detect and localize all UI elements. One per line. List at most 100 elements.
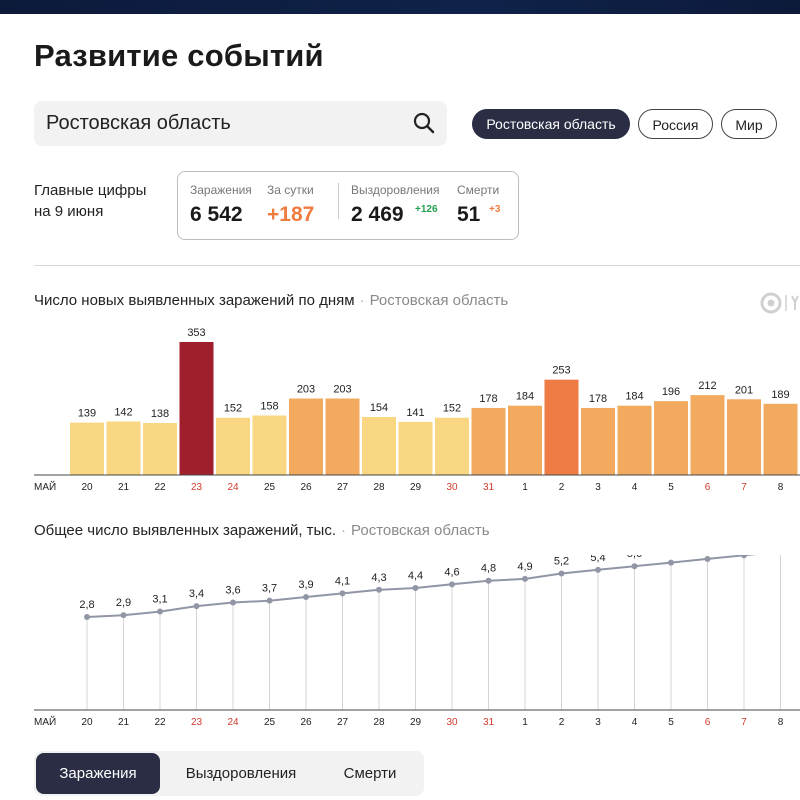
main-figures-label: Главные цифры на 9 июня xyxy=(34,180,146,222)
section-divider xyxy=(34,265,800,266)
metric-tabs: Заражения Выздоровления Смерти xyxy=(34,751,424,796)
bar-value-label: 158 xyxy=(260,400,278,412)
tick-label: 29 xyxy=(410,482,422,493)
point-value-label: 2,8 xyxy=(79,599,94,611)
point-21 xyxy=(120,612,127,619)
search-icon[interactable] xyxy=(413,112,435,134)
main-figures-title: Главные цифры xyxy=(34,182,147,199)
tick-label: 25 xyxy=(264,482,276,493)
bar-22 xyxy=(143,423,177,475)
point-value-label: 4,4 xyxy=(408,570,423,582)
tick-label: 3 xyxy=(595,717,601,728)
bar-value-label: 253 xyxy=(552,365,570,377)
point-value-label: 4,8 xyxy=(481,563,496,575)
total-chart-title-text: Общее число выявленных заражений, тыс. xyxy=(34,522,336,539)
point-value-label: 3,7 xyxy=(262,583,277,595)
tick-label: 2 xyxy=(559,482,565,493)
point-30 xyxy=(449,581,455,588)
tick-label: 4 xyxy=(632,482,638,493)
bar-value-label: 142 xyxy=(114,406,132,418)
yandex-logo-icon xyxy=(760,292,799,314)
point-value-label: 3,1 xyxy=(152,594,167,606)
point-28 xyxy=(376,586,382,593)
tick-label: 1 xyxy=(522,482,528,493)
infections-value: 6 542 xyxy=(190,203,243,226)
total-infections-chart: 2,8 2,9 3,1 3,4 3,6 3,7 3,9 4,1 4,3 4,4 4,6 4,8 4,9 5… xyxy=(34,555,800,728)
bar-value-label: 152 xyxy=(443,403,461,415)
bar-20 xyxy=(70,422,104,475)
point-value-label: 3,4 xyxy=(189,588,204,600)
infections-caption: Заражения xyxy=(190,183,252,197)
daily-chart-region: Ростовская область xyxy=(369,292,509,309)
top-banner xyxy=(0,0,800,14)
point-25 xyxy=(266,597,273,604)
point-value-label: 5,4 xyxy=(590,555,605,564)
bar-23 xyxy=(179,342,214,475)
point-3 xyxy=(595,566,601,573)
tick-label: 31 xyxy=(483,717,495,728)
tick-label: 28 xyxy=(373,717,385,728)
tick-label: 22 xyxy=(154,482,166,493)
bar-value-label: 203 xyxy=(333,384,351,396)
daily-value: +187 xyxy=(267,203,315,226)
recoveries-value: 2 469 xyxy=(351,203,404,226)
bar-4 xyxy=(617,405,652,475)
deaths-value: 51 xyxy=(457,203,481,226)
stats-divider xyxy=(338,183,339,219)
tick-label: 27 xyxy=(337,482,349,493)
bar-28 xyxy=(362,416,396,475)
tab-infections[interactable]: Заражения xyxy=(36,753,160,794)
tick-label: 1 xyxy=(522,717,528,728)
point-6 xyxy=(704,555,711,562)
tick-label: 23 xyxy=(191,717,203,728)
bar-6 xyxy=(690,395,725,475)
chip-russia[interactable]: Россия xyxy=(638,109,713,139)
recoveries-delta: +126 xyxy=(415,204,438,215)
main-figures-card: Заражения 6 542 За сутки +187 Выздоровле… xyxy=(177,171,519,240)
bar-8 xyxy=(763,403,798,475)
tab-deaths[interactable]: Смерти xyxy=(343,765,397,782)
tab-recoveries[interactable]: Выздоровления xyxy=(185,765,297,782)
bar-31 xyxy=(471,407,506,475)
bar-value-label: 184 xyxy=(625,391,643,403)
point-23 xyxy=(193,603,200,610)
tick-label: 2 xyxy=(559,717,565,728)
tick-label: 23 xyxy=(191,482,203,493)
bar-value-label: 203 xyxy=(297,384,315,396)
tick-label: 21 xyxy=(118,717,130,728)
bar-25 xyxy=(252,415,287,475)
total-series-line xyxy=(86,555,758,618)
bar-value-label: 212 xyxy=(698,380,716,392)
daily-chart-title: Число новых выявленных заражений по дням… xyxy=(34,292,509,309)
point-7 xyxy=(741,555,747,559)
point-value-label: 2,9 xyxy=(116,597,131,609)
bar-29 xyxy=(398,421,433,475)
bar-value-label: 138 xyxy=(151,408,169,420)
chip-rostov-region[interactable]: Ростовская область xyxy=(472,109,630,139)
daily-caption: За сутки xyxy=(267,183,314,197)
point-value-label: 5,8 xyxy=(663,555,678,557)
point-value-label: 4,1 xyxy=(335,575,350,587)
point-5 xyxy=(668,559,674,566)
page-title: Развитие событий xyxy=(34,38,324,73)
tick-label: 21 xyxy=(118,482,130,493)
point-22 xyxy=(157,608,163,615)
tick-label: 30 xyxy=(446,717,458,728)
bar-21 xyxy=(106,421,141,475)
region-search[interactable]: Ростовская область xyxy=(34,101,447,146)
search-input[interactable]: Ростовская область xyxy=(46,112,231,134)
tick-label: 6 xyxy=(705,717,711,728)
tick-label: 25 xyxy=(264,717,276,728)
bar-value-label: 184 xyxy=(516,391,534,403)
chip-world[interactable]: Мир xyxy=(721,109,777,139)
tick-label: 5 xyxy=(668,717,674,728)
tick-label: 8 xyxy=(778,482,784,493)
bar-30 xyxy=(435,417,469,475)
bar-value-label: 154 xyxy=(370,402,388,414)
point-value-label: 5,2 xyxy=(554,555,569,567)
point-value-label: 4,6 xyxy=(444,566,459,578)
point-1 xyxy=(522,575,528,582)
total-chart-title: Общее число выявленных заражений, тыс. · Р… xyxy=(34,522,490,539)
bar-value-label: 201 xyxy=(735,384,753,396)
